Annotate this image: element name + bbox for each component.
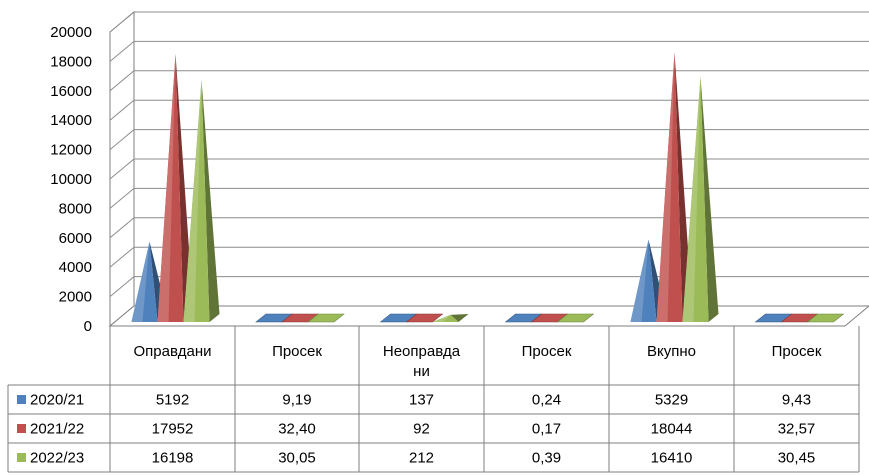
gridline: [109, 158, 869, 180]
legend-key: [17, 395, 26, 404]
y-tick-label: 18000: [50, 53, 92, 70]
bar-side-face: [700, 76, 719, 322]
data-label: 0,39: [532, 450, 561, 467]
legend-key: [17, 453, 26, 462]
gridline: [109, 40, 869, 62]
bar: [432, 314, 469, 322]
gridline: [109, 246, 869, 268]
y-tick-label: 16000: [50, 83, 92, 100]
y-tick-label: 10000: [50, 171, 92, 188]
y-tick-label: 0: [84, 318, 92, 335]
bar-base: [556, 313, 595, 323]
data-label: 0,24: [532, 392, 561, 409]
data-label: 16198: [152, 450, 194, 467]
data-label: 17952: [152, 421, 194, 438]
y-tick-label: 6000: [59, 230, 92, 247]
data-label: 32,57: [778, 421, 816, 438]
category-label: Вкупно: [647, 343, 696, 360]
data-label: 5329: [655, 392, 688, 409]
bar-side-face: [450, 314, 469, 322]
data-label: 18044: [651, 421, 693, 438]
legend-key: [17, 424, 26, 433]
bar: [405, 313, 444, 323]
gridline: [109, 70, 869, 92]
y-tick-label: 2000: [59, 289, 92, 306]
data-label: 0,17: [532, 421, 561, 438]
bar: [682, 76, 719, 322]
bar-highlight: [183, 79, 202, 322]
y-tick-label: 12000: [50, 142, 92, 159]
bar-highlight: [131, 241, 150, 322]
gridlines: [109, 11, 869, 297]
category-label: Просек: [772, 343, 822, 360]
legend-label: 2021/22: [30, 421, 84, 438]
bar-highlight: [656, 52, 675, 322]
category-label: Просек: [522, 343, 572, 360]
bar: [806, 313, 845, 323]
bar: [183, 79, 220, 322]
bar-side-face: [201, 79, 220, 322]
category-label: Неоправда ни: [383, 343, 461, 380]
bar-base: [806, 313, 845, 323]
data-label: 212: [409, 450, 434, 467]
y-tick-label: 14000: [50, 112, 92, 129]
y-tick-label: 4000: [59, 259, 92, 276]
data-label: 9,43: [782, 392, 811, 409]
gridline: [109, 217, 869, 239]
y-axis: 0 2000 4000 6000 8000 10000 12000 14000 16000 180…: [50, 24, 92, 335]
bar-highlight: [630, 239, 649, 322]
data-label: 5192: [156, 392, 189, 409]
data-label: 30,05: [278, 450, 316, 467]
y-tick-label: 20000: [50, 24, 92, 41]
legend-label: 2022/23: [30, 450, 84, 467]
bar-highlight: [157, 54, 176, 323]
gridline: [109, 187, 869, 209]
data-label: 92: [413, 421, 430, 438]
y-tick-label: 8000: [59, 200, 92, 217]
plot-area: [131, 52, 845, 323]
gridline: [109, 129, 869, 150]
data-label: 9,19: [282, 392, 311, 409]
floor: [108, 305, 869, 327]
category-label: Просек: [272, 343, 322, 360]
bar: [307, 313, 345, 323]
data-label: 16410: [651, 450, 693, 467]
data-label: 32,40: [278, 421, 316, 438]
data-table: Оправдани Просек Неоправда ни Просек Вкупно Пр…: [7, 326, 860, 473]
gridline: [109, 276, 869, 297]
gridline: [109, 99, 869, 121]
gridline: [109, 11, 869, 33]
legend-label: 2020/21: [30, 392, 84, 409]
bar-base: [307, 313, 345, 323]
bar: [556, 313, 595, 323]
data-label: 137: [409, 392, 434, 409]
bar-highlight: [682, 76, 701, 322]
category-label: Оправдани: [133, 343, 211, 360]
data-label: 30,45: [778, 450, 816, 467]
chart-walls: [108, 10, 869, 328]
bar-base: [405, 313, 444, 323]
bar-highlight: [432, 314, 451, 322]
